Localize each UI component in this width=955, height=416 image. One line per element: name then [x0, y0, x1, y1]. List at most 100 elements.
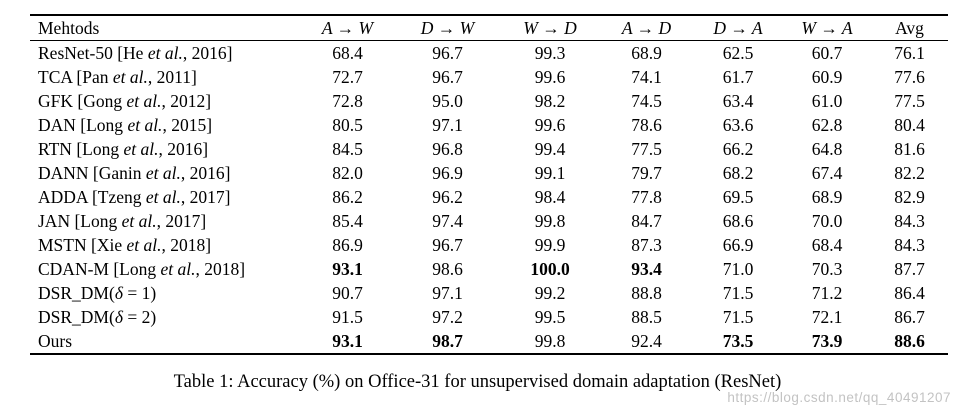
- value-cell: 99.6: [534, 67, 566, 87]
- value-cell: 71.0: [722, 259, 754, 279]
- method-cell: GFK [Gong et al., 2012]: [38, 91, 212, 111]
- table-row: RTN [Long et al., 2016] 84.5 96.8 99.4 77.5 6…: [30, 137, 948, 161]
- method-cell: Ours: [38, 331, 73, 351]
- value-cell: 71.2: [811, 283, 843, 303]
- value-cell: 80.5: [332, 115, 363, 135]
- value-cell: 90.7: [332, 283, 363, 303]
- value-cell: 70.0: [811, 211, 843, 231]
- value-cell: 66.9: [722, 235, 754, 255]
- table-header-row: Mehtods A → W D → W W → D A → D D → A W → A Avg: [30, 15, 948, 41]
- method-cell: ADDA [Tzeng et al., 2017]: [38, 187, 231, 207]
- value-cell: 78.6: [631, 115, 662, 135]
- table-header: Mehtods A → W D → W W → D A → D D → A W → A Avg: [30, 15, 948, 41]
- table-row: TCA [Pan et al., 2011] 72.7 96.7 99.6 74.1 61…: [30, 65, 948, 89]
- value-cell: 68.9: [631, 43, 662, 63]
- value-cell: 99.3: [534, 43, 566, 63]
- method-cell: JAN [Long et al., 2017]: [38, 211, 207, 231]
- table-row: Ours 93.1 98.7 99.8 92.4 73.5 73.9 88.6: [30, 329, 948, 354]
- right-arrow-glyph: →: [542, 18, 560, 38]
- method-cell: RTN [Long et al., 2016]: [38, 139, 209, 159]
- right-arrow-glyph: →: [730, 18, 748, 38]
- table-row: ResNet-50 [He et al., 2016] 68.4 96.7 99.3 6…: [30, 41, 948, 66]
- value-cell: 99.4: [534, 139, 566, 159]
- value-cell: 73.5: [722, 331, 754, 351]
- method-cell: MSTN [Xie et al., 2018]: [38, 235, 212, 255]
- value-cell: 68.9: [811, 187, 843, 207]
- header-cell-5: D → A: [713, 18, 763, 38]
- value-cell: 96.7: [432, 235, 463, 255]
- method-cell: DSR_DM(δ = 1): [38, 283, 157, 303]
- value-cell: 85.4: [332, 211, 363, 231]
- right-arrow-glyph: →: [336, 18, 355, 38]
- value-cell: 87.3: [631, 235, 662, 255]
- value-cell: 68.4: [332, 43, 363, 63]
- value-cell: 72.8: [332, 91, 363, 111]
- value-cell: 88.6: [894, 331, 925, 351]
- value-cell: 98.6: [432, 259, 463, 279]
- value-cell: 74.1: [631, 67, 662, 87]
- value-cell: 86.4: [894, 283, 925, 303]
- header-cell-0: Mehtods: [38, 18, 100, 38]
- value-cell: 88.8: [631, 283, 662, 303]
- value-cell: 61.0: [811, 91, 843, 111]
- header-cell-7: Avg: [895, 18, 924, 38]
- value-cell: 72.1: [811, 307, 843, 327]
- value-cell: 97.1: [432, 283, 463, 303]
- value-cell: 84.3: [894, 211, 925, 231]
- value-cell: 76.1: [894, 43, 925, 63]
- header-cell-2: D → W: [420, 18, 475, 38]
- value-cell: 77.5: [631, 139, 662, 159]
- value-cell: 79.7: [631, 163, 662, 183]
- table-body: ResNet-50 [He et al., 2016] 68.4 96.7 99.3 6…: [30, 41, 948, 355]
- table-row: MSTN [Xie et al., 2018] 86.9 96.7 99.9 87.3 6…: [30, 233, 948, 257]
- right-arrow-glyph: →: [636, 18, 655, 38]
- value-cell: 60.7: [811, 43, 843, 63]
- value-cell: 87.7: [894, 259, 925, 279]
- table-row: CDAN-M [Long et al., 2018] 93.1 98.6 100.0 9…: [30, 257, 948, 281]
- table-row: DAN [Long et al., 2015] 80.5 97.1 99.6 78.6 6…: [30, 113, 948, 137]
- value-cell: 99.8: [534, 331, 566, 351]
- value-cell: 77.6: [894, 67, 925, 87]
- value-cell: 73.9: [811, 331, 843, 351]
- value-cell: 96.7: [432, 43, 463, 63]
- value-cell: 69.5: [722, 187, 754, 207]
- value-cell: 96.2: [432, 187, 463, 207]
- table-row: DSR_DM(δ = 1) 90.7 97.1 99.2 88.8 71.5 71.2 86.…: [30, 281, 948, 305]
- value-cell: 91.5: [332, 307, 363, 327]
- table-row: ADDA [Tzeng et al., 2017] 86.2 96.2 98.4 77.…: [30, 185, 948, 209]
- value-cell: 96.8: [432, 139, 463, 159]
- value-cell: 62.5: [722, 43, 754, 63]
- value-cell: 71.5: [722, 283, 754, 303]
- value-cell: 98.2: [534, 91, 566, 111]
- value-cell: 93.1: [332, 259, 363, 279]
- value-cell: 77.8: [631, 187, 662, 207]
- value-cell: 92.4: [631, 331, 662, 351]
- value-cell: 86.9: [332, 235, 363, 255]
- header-cell-1: A → W: [321, 18, 374, 38]
- value-cell: 99.2: [534, 283, 566, 303]
- value-cell: 88.5: [631, 307, 662, 327]
- value-cell: 95.0: [432, 91, 463, 111]
- value-cell: 96.9: [432, 163, 463, 183]
- value-cell: 82.0: [332, 163, 363, 183]
- method-cell: DANN [Ganin et al., 2016]: [38, 163, 231, 183]
- right-arrow-glyph: →: [437, 18, 456, 38]
- header-cell-3: W → D: [523, 18, 577, 38]
- value-cell: 97.4: [432, 211, 463, 231]
- value-cell: 96.7: [432, 67, 463, 87]
- value-cell: 64.8: [811, 139, 843, 159]
- value-cell: 70.3: [811, 259, 843, 279]
- value-cell: 77.5: [894, 91, 925, 111]
- value-cell: 72.7: [332, 67, 363, 87]
- right-arrow-glyph: →: [820, 18, 838, 38]
- value-cell: 82.2: [894, 163, 925, 183]
- value-cell: 63.6: [722, 115, 754, 135]
- value-cell: 100.0: [530, 259, 570, 279]
- table-row: JAN [Long et al., 2017] 85.4 97.4 99.8 84.7 6…: [30, 209, 948, 233]
- value-cell: 98.4: [534, 187, 566, 207]
- value-cell: 99.8: [534, 211, 566, 231]
- value-cell: 61.7: [722, 67, 754, 87]
- value-cell: 68.2: [722, 163, 754, 183]
- value-cell: 84.5: [332, 139, 363, 159]
- value-cell: 63.4: [722, 91, 754, 111]
